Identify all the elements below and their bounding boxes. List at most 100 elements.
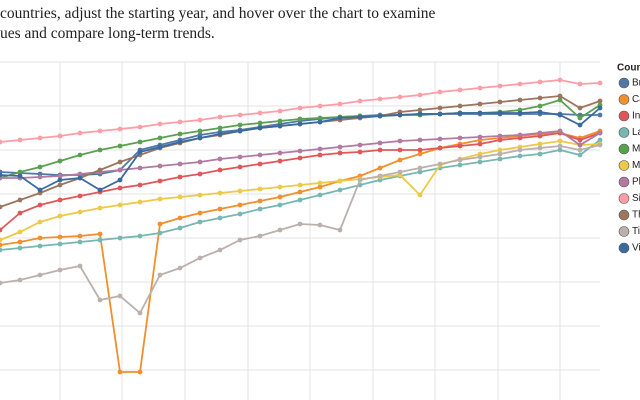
data-point [497,156,503,162]
data-point [257,152,263,158]
data-point [0,139,3,145]
data-point [397,147,403,153]
data-point [577,115,583,121]
data-point [277,184,283,190]
data-point [197,128,203,134]
legend-label: Singapore [632,193,640,204]
data-point [217,114,223,120]
data-point [417,147,423,153]
data-point [117,202,123,208]
data-point [57,173,63,179]
data-point [97,237,103,243]
data-point [197,219,203,225]
data-point [437,145,443,151]
data-point [157,230,163,236]
data-point [237,164,243,170]
data-point [217,167,223,173]
data-point [317,119,323,125]
legend-swatch [618,77,630,89]
data-point [177,194,183,200]
data-point [237,112,243,118]
data-point [77,130,83,136]
data-point [37,202,43,208]
legend-swatch [618,143,630,155]
data-point [477,159,483,165]
data-point [377,96,383,102]
data-point [297,221,303,227]
data-point [377,113,383,119]
data-point [197,255,203,261]
data-point [517,147,523,153]
data-point [277,108,283,114]
data-point [237,211,243,217]
data-point [457,162,463,168]
data-point [157,135,163,141]
data-point [137,233,143,239]
data-point [77,263,83,269]
legend-swatch [618,209,630,221]
data-point [517,97,523,103]
data-point [437,136,443,142]
data-point [597,98,603,104]
data-point [0,247,3,253]
data-point [257,161,263,167]
data-point [37,164,43,170]
data-point [117,143,123,149]
data-point [57,213,63,219]
legend-label: Myanmar [632,160,640,171]
data-point [517,81,523,87]
data-point [457,87,463,93]
legend-label: Brunei [632,78,640,89]
data-point [317,184,323,190]
data-point [197,192,203,198]
data-point [377,165,383,171]
data-point [377,173,383,179]
data-point [17,137,23,143]
data-point [337,227,343,233]
data-point [537,141,543,147]
data-point [317,180,323,186]
data-point [137,124,143,130]
data-point [157,178,163,184]
data-point [277,227,283,233]
data-point [17,173,23,179]
data-point [17,229,23,235]
data-point [557,93,563,99]
data-point [437,105,443,111]
data-point [137,369,143,375]
data-point [397,138,403,144]
legend-title: Country [617,63,640,74]
data-point [497,147,503,153]
data-point [557,97,563,103]
data-point [17,169,23,175]
data-point [217,156,223,162]
data-point [37,187,43,193]
data-point [317,222,323,228]
legend-swatch [618,226,630,237]
data-point [197,117,203,123]
data-point [297,189,303,195]
data-point [117,185,123,191]
data-point [417,92,423,98]
data-point [577,105,583,111]
data-point [377,147,383,153]
data-point [177,161,183,167]
data-point [497,133,503,139]
data-point [597,112,603,118]
data-point [417,192,423,198]
data-point [197,171,203,177]
data-point [77,175,83,181]
data-point [277,123,283,129]
data-point [477,101,483,107]
data-point [237,122,243,128]
data-point [157,196,163,202]
data-point [137,165,143,171]
data-point [577,137,583,143]
data-point [257,120,263,126]
data-point [597,142,603,148]
data-point [337,144,343,150]
data-point [397,94,403,100]
data-point [277,158,283,164]
data-point [17,210,23,216]
data-point [117,159,123,165]
